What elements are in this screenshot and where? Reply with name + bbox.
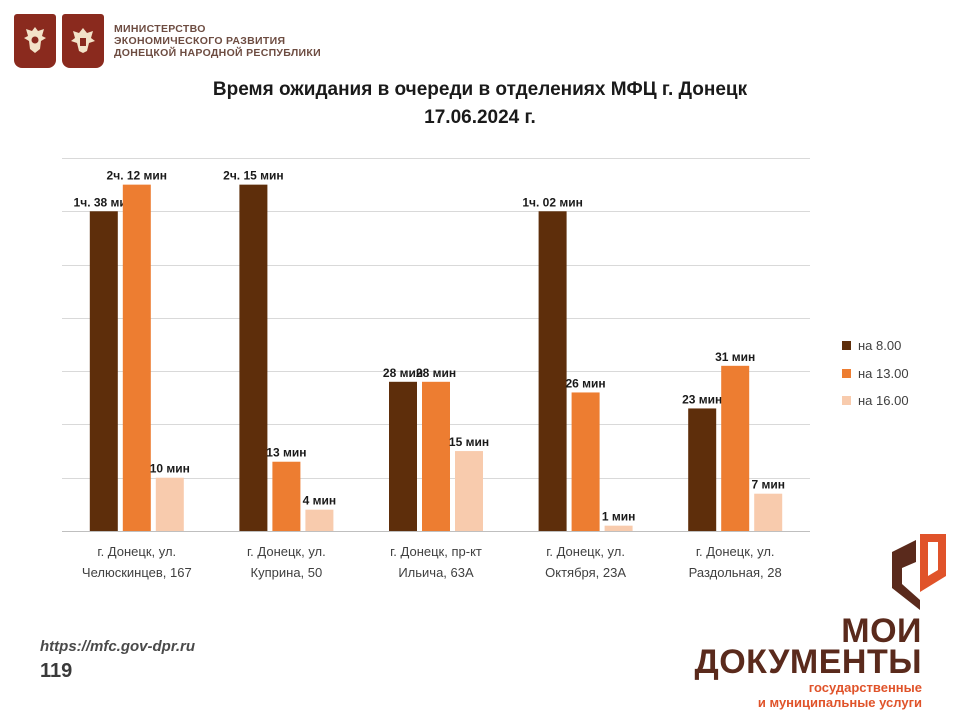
legend-swatch xyxy=(842,368,851,378)
bar xyxy=(571,392,600,531)
brand-logo: МОИ ДОКУМЕНТЫ государственные и муниципа… xyxy=(694,612,922,710)
data-label: 15 мин xyxy=(449,435,489,449)
chart-title-block: Время ожидания в очереди в отделениях МФ… xyxy=(0,76,960,132)
data-label: 26 мин xyxy=(566,376,606,390)
legend-label: на 13.00 xyxy=(858,365,909,381)
chart-title: Время ожидания в очереди в отделениях МФ… xyxy=(212,79,748,100)
legend-swatch xyxy=(842,396,851,406)
ministry-line: МИНИСТЕРСТВО xyxy=(114,23,206,35)
data-label: 28 мин xyxy=(383,366,423,380)
brand-line-1: МОИ xyxy=(841,612,922,650)
bar xyxy=(688,408,717,531)
bar xyxy=(721,365,750,531)
x-tick-label: г. Донецк, ул. xyxy=(247,544,326,559)
data-label: 13 мин xyxy=(266,446,306,460)
data-label: 4 мин xyxy=(303,494,337,508)
x-tick-label: г. Донецк, пр-кт xyxy=(390,544,482,559)
legend-item-13: на 13.00 xyxy=(842,360,909,388)
x-tick-label: Октября, 23А xyxy=(545,565,626,580)
x-tick-label: Челюскинцев, 167 xyxy=(82,565,192,580)
ministry-line: ДОНЕЦКОЙ НАРОДНОЙ РЕСПУБЛИКИ xyxy=(114,47,321,59)
moi-dokumenty-logo-icon xyxy=(892,534,946,610)
brand-line-3: государственные xyxy=(808,680,922,695)
data-label: 1ч. 38 мин xyxy=(74,195,135,209)
bar xyxy=(604,525,633,531)
legend-label: на 8.00 xyxy=(858,338,902,354)
data-label: 2ч. 15 мин xyxy=(223,169,284,183)
x-tick-label: г. Донецк, ул. xyxy=(546,544,625,559)
data-label: 2ч. 12 мин xyxy=(107,169,168,183)
page-number: 119 xyxy=(40,660,73,682)
legend-swatch xyxy=(842,341,851,351)
x-tick-label: г. Донецк, ул. xyxy=(97,544,176,559)
bar xyxy=(455,451,483,531)
ministry-name: МИНИСТЕРСТВО ЭКОНОМИЧЕСКОГО РАЗВИТИЯ ДОН… xyxy=(114,23,321,59)
bar xyxy=(122,184,151,531)
bar xyxy=(389,381,417,531)
dpr-coat-of-arms-icon xyxy=(62,14,104,68)
ministry-line: ЭКОНОМИЧЕСКОГО РАЗВИТИЯ xyxy=(114,35,286,47)
russia-coat-of-arms-icon xyxy=(14,14,56,68)
x-tick-label: Раздольная, 28 xyxy=(689,565,782,580)
data-label: 10 мин xyxy=(150,462,190,476)
chart-legend: на 8.00 на 13.00 на 16.00 xyxy=(842,332,909,415)
brand-line-4: и муниципальные услуги xyxy=(757,695,922,710)
header: МИНИСТЕРСТВО ЭКОНОМИЧЕСКОГО РАЗВИТИЯ ДОН… xyxy=(14,14,321,68)
x-tick-label: г. Донецк, ул. xyxy=(696,544,775,559)
data-label: 31 мин xyxy=(715,350,755,364)
chart-subtitle: 17.06.2024 г. xyxy=(424,107,536,128)
bar xyxy=(272,461,301,531)
data-label: 1ч. 02 мин xyxy=(522,195,583,209)
bar xyxy=(89,211,118,532)
legend-item-8: на 8.00 xyxy=(842,332,909,360)
data-label: 28 мин xyxy=(416,366,456,380)
bar xyxy=(305,509,334,531)
bar xyxy=(754,493,783,531)
bar xyxy=(155,477,184,531)
legend-item-16: на 16.00 xyxy=(842,387,909,415)
data-label: 23 мин xyxy=(682,392,722,406)
x-tick-label: Ильича, 63А xyxy=(398,565,474,580)
website-link[interactable]: https://mfc.gov-dpr.ru xyxy=(40,638,195,655)
bar xyxy=(422,381,450,531)
legend-label: на 16.00 xyxy=(858,393,909,409)
data-label: 1 мин xyxy=(602,510,636,524)
bar xyxy=(239,184,268,531)
x-tick-label: Куприна, 50 xyxy=(251,565,323,580)
brand-line-2: ДОКУМЕНТЫ xyxy=(694,643,922,681)
bar xyxy=(538,211,567,532)
data-label: 7 мин xyxy=(751,478,785,492)
